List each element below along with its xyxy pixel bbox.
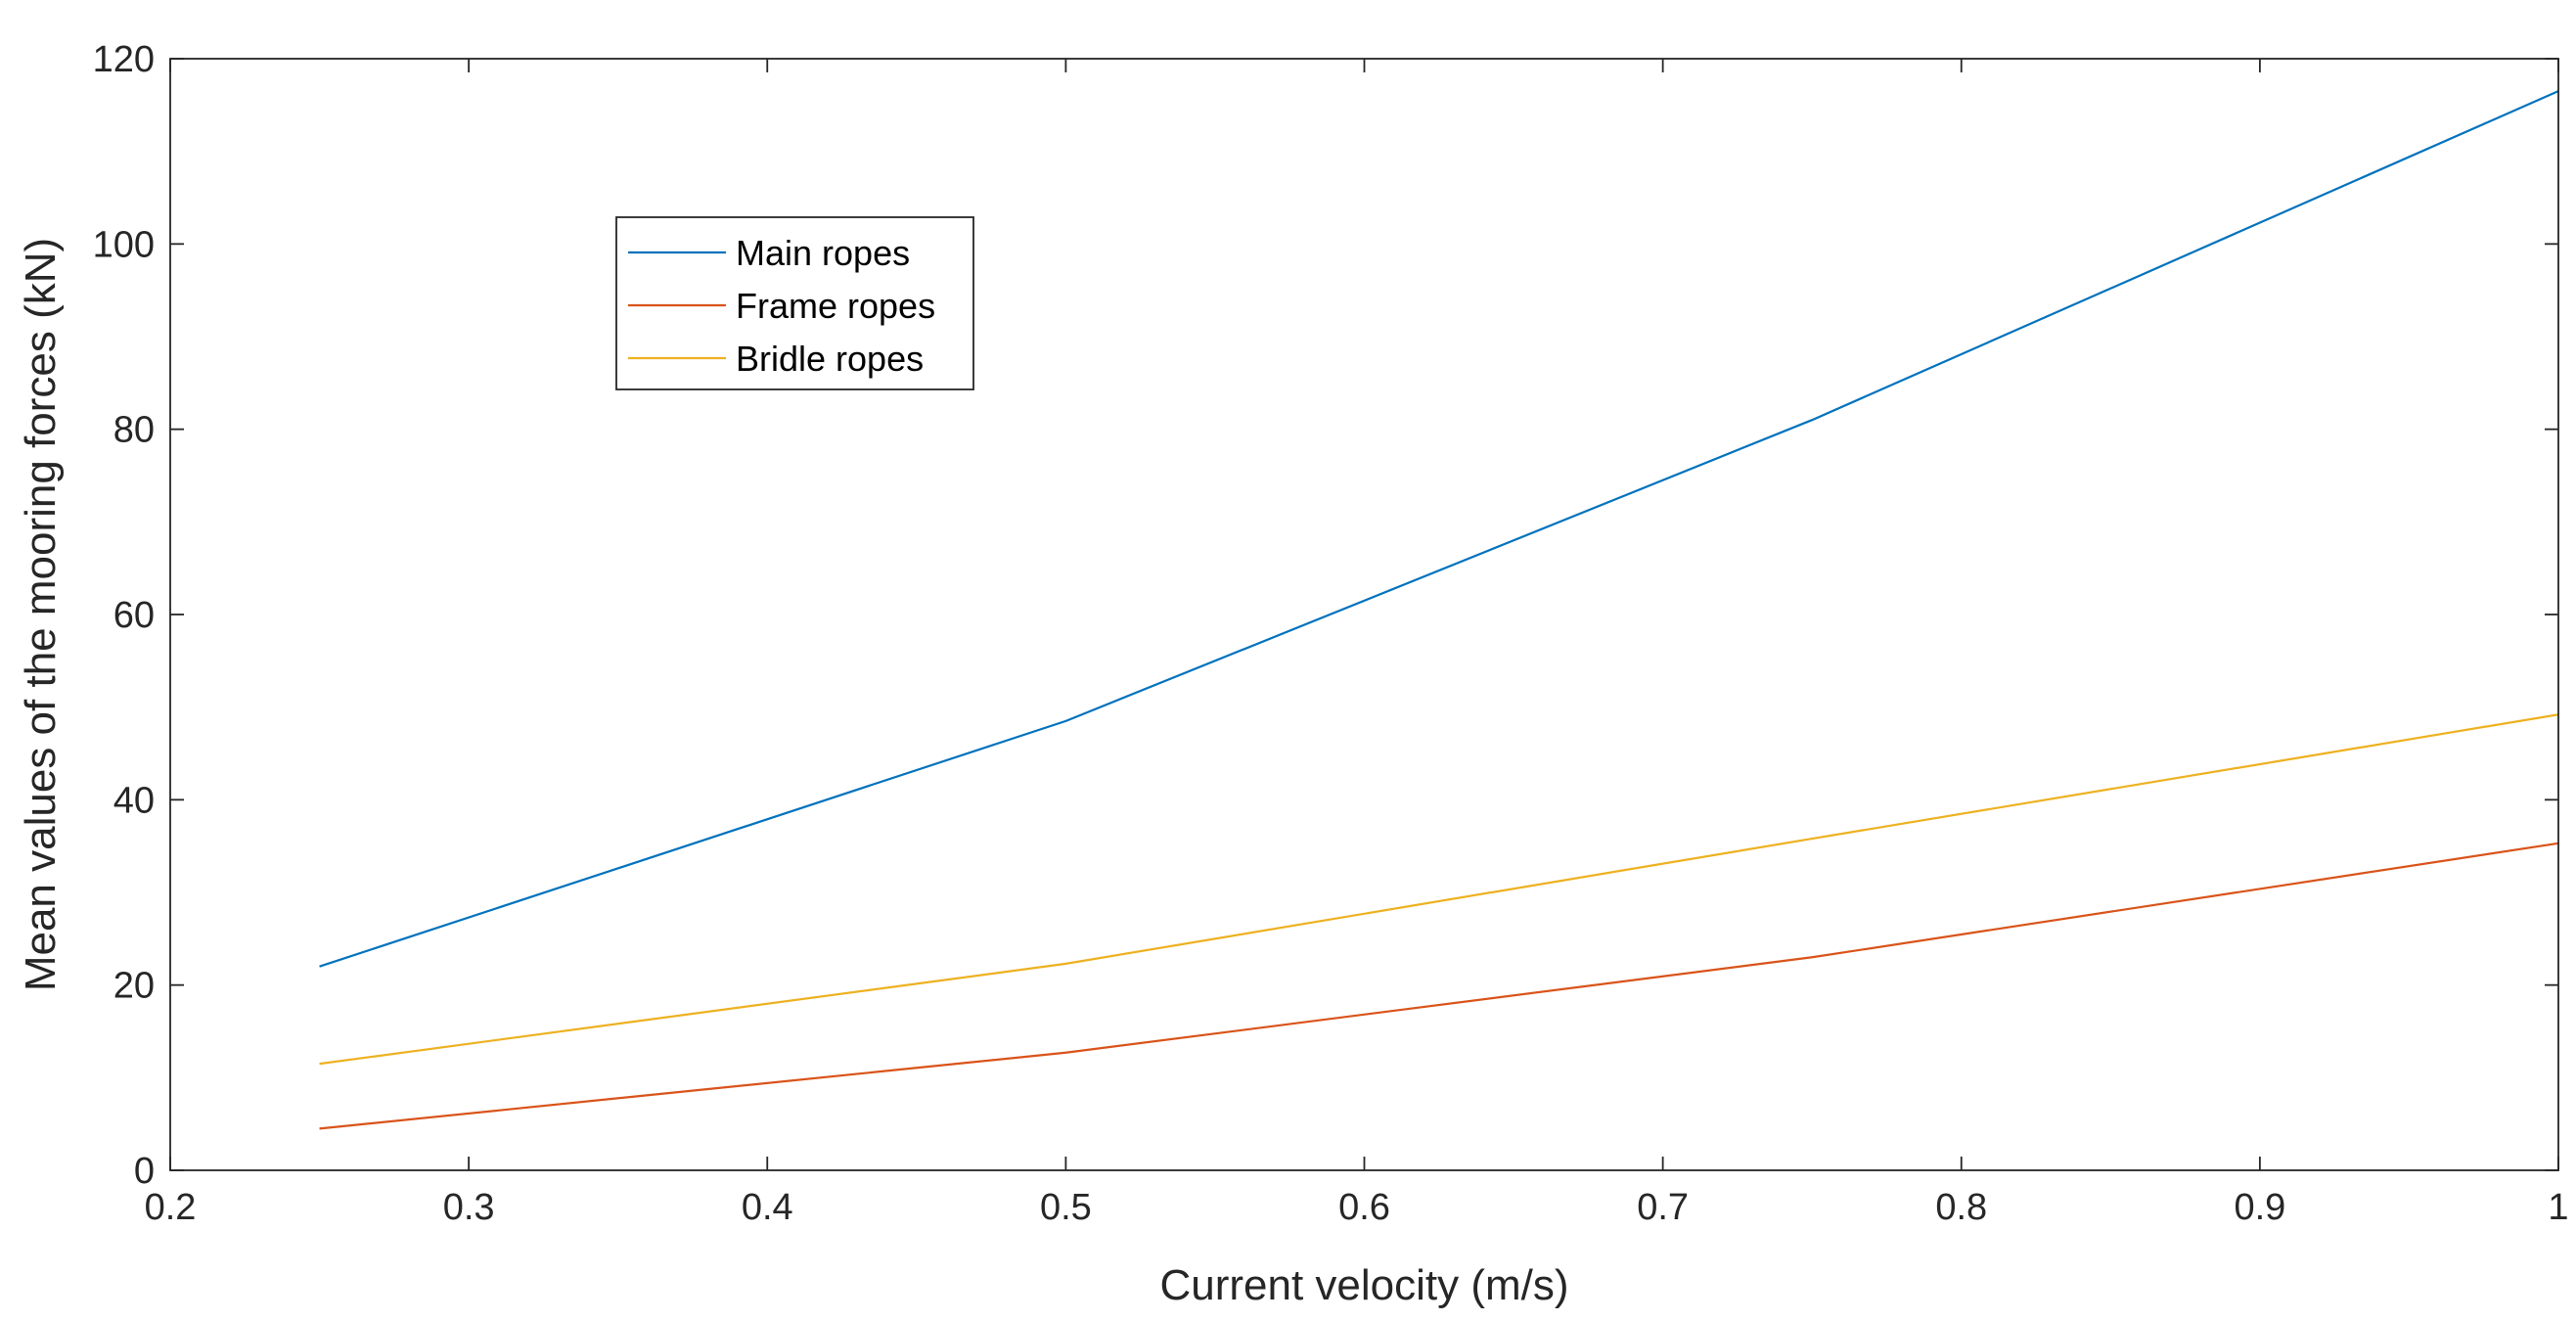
x-axis-title: Current velocity (m/s) <box>1159 1261 1568 1309</box>
x-tick-label: 0.9 <box>2234 1187 2285 1228</box>
legend-label: Bridle ropes <box>736 339 924 379</box>
y-tick-label: 60 <box>113 595 155 636</box>
y-tick-label: 0 <box>134 1151 155 1192</box>
legend-box <box>615 216 974 390</box>
y-tick-label: 80 <box>113 410 155 451</box>
y-tick-label: 100 <box>93 224 155 265</box>
legend-label: Frame ropes <box>736 286 935 326</box>
y-axis-title: Mean values of the mooring forces (kN) <box>17 238 65 991</box>
series-line-frame-ropes <box>319 842 2559 1130</box>
x-tick-label: 0.6 <box>1338 1187 1390 1228</box>
x-tick-label: 0.7 <box>1637 1187 1689 1228</box>
legend: Main ropes Frame ropes Bridle ropes <box>615 216 974 390</box>
x-tick-label: 0.3 <box>443 1187 495 1228</box>
y-tick-label: 40 <box>113 780 155 821</box>
x-tick-label: 0.5 <box>1040 1187 1092 1228</box>
x-tick-label: 0.2 <box>145 1187 197 1228</box>
y-tick-label: 20 <box>113 966 155 1007</box>
series-line-main-ropes <box>319 90 2559 968</box>
x-tick-label: 1 <box>2548 1187 2568 1228</box>
x-tick-label: 0.4 <box>742 1187 793 1228</box>
axes-layer: 0.2 0.3 0.4 0.5 0.6 0.7 0.8 0.9 1 0 20 40 60 80 100 120 <box>93 39 2569 1228</box>
series-layer <box>319 90 2559 1130</box>
x-tick-label: 0.8 <box>1935 1187 1987 1228</box>
series-line-bridle-ropes <box>319 713 2559 1066</box>
y-tick-label: 120 <box>93 39 155 80</box>
legend-label: Main ropes <box>736 233 910 273</box>
